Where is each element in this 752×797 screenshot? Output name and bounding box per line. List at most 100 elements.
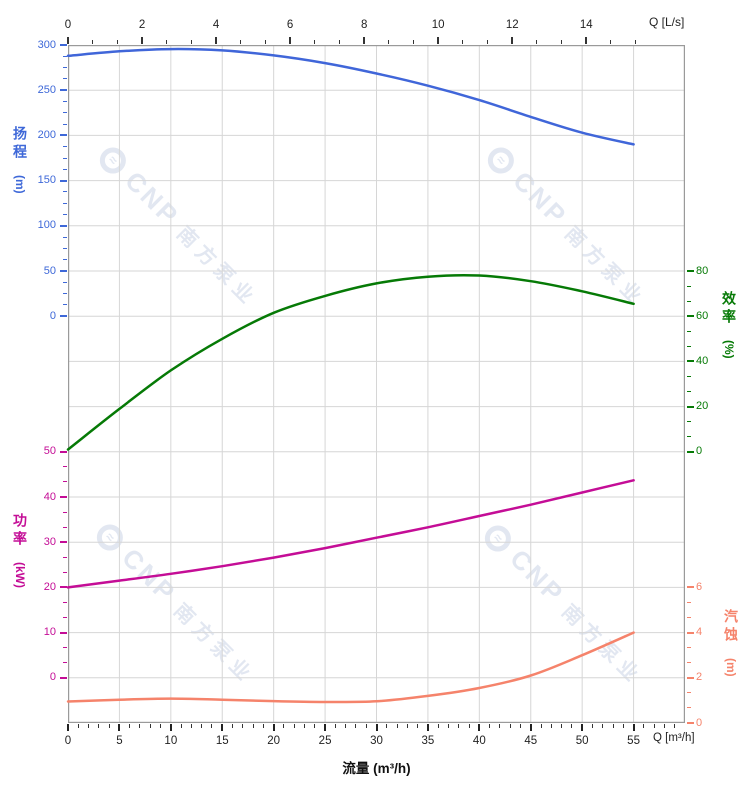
top-tick-label: 14 bbox=[579, 19, 593, 31]
eff-minor-tick bbox=[687, 285, 691, 287]
curve-head bbox=[66, 47, 635, 146]
head-major-tick bbox=[60, 134, 67, 137]
power-minor-tick bbox=[63, 481, 67, 483]
power-major-tick bbox=[60, 541, 67, 544]
head-minor-tick bbox=[63, 191, 67, 193]
bottom-tick-label: 35 bbox=[421, 735, 435, 747]
top-minor-tick bbox=[388, 40, 390, 44]
top-tick-label: 0 bbox=[64, 19, 72, 31]
top-minor-tick bbox=[487, 40, 489, 44]
bottom-major-tick bbox=[221, 724, 224, 731]
bottom-minor-tick bbox=[160, 724, 162, 728]
head-axis-title-text: 扬程 bbox=[12, 126, 28, 162]
power-minor-tick bbox=[63, 647, 67, 649]
eff-minor-tick bbox=[687, 345, 691, 347]
power-minor-tick bbox=[63, 601, 67, 603]
npsh-tick-label: 0 bbox=[696, 716, 703, 729]
power-minor-tick bbox=[63, 466, 67, 468]
head-major-tick bbox=[60, 89, 67, 92]
bottom-minor-tick bbox=[447, 724, 449, 728]
top-major-tick bbox=[511, 37, 514, 44]
top-minor-tick bbox=[116, 40, 118, 44]
bottom-minor-tick bbox=[304, 724, 306, 728]
bottom-tick-label: 15 bbox=[215, 735, 229, 747]
bottom-minor-tick bbox=[98, 724, 100, 728]
top-minor-tick bbox=[413, 40, 415, 44]
top-minor-tick bbox=[635, 40, 637, 44]
npsh-major-tick bbox=[687, 676, 694, 679]
power-axis-unit: (kW) bbox=[13, 562, 27, 588]
eff-major-tick bbox=[687, 270, 694, 272]
head-minor-tick bbox=[63, 202, 67, 204]
bottom-minor-tick bbox=[417, 724, 419, 728]
power-minor-tick bbox=[63, 662, 67, 664]
eff-tick-label: 20 bbox=[696, 400, 709, 413]
head-tick-label: 0 bbox=[49, 309, 56, 322]
head-minor-tick bbox=[63, 214, 67, 215]
top-major-tick bbox=[585, 37, 588, 44]
bottom-minor-tick bbox=[314, 724, 316, 728]
top-minor-tick bbox=[240, 40, 242, 44]
bottom-tick-label: 10 bbox=[164, 735, 178, 747]
top-minor-tick bbox=[536, 40, 538, 44]
bottom-minor-tick bbox=[211, 724, 213, 728]
bottom-minor-tick bbox=[334, 724, 336, 728]
bottom-major-tick bbox=[375, 724, 378, 731]
npsh-axis-title-text: 汽蚀 bbox=[723, 609, 739, 645]
bottom-minor-tick bbox=[365, 724, 367, 728]
npsh-minor-tick bbox=[687, 647, 691, 649]
bottom-major-tick bbox=[581, 724, 584, 731]
bottom-tick-label: 20 bbox=[267, 735, 281, 747]
npsh-tick-label: 2 bbox=[696, 671, 703, 684]
head-tick-label: 50 bbox=[43, 264, 56, 277]
top-major-tick bbox=[67, 37, 69, 44]
power-major-tick bbox=[60, 586, 67, 589]
power-major-tick bbox=[60, 496, 67, 498]
top-tick-label: 8 bbox=[360, 19, 368, 31]
power-tick-label: 50 bbox=[43, 445, 56, 458]
npsh-major-tick bbox=[687, 722, 694, 724]
eff-minor-tick bbox=[687, 300, 691, 302]
bottom-minor-tick bbox=[550, 724, 552, 728]
npsh-minor-tick bbox=[687, 662, 691, 664]
efficiency-axis-title-text: 效率 bbox=[721, 291, 737, 327]
head-minor-tick bbox=[63, 259, 67, 261]
bottom-minor-tick bbox=[396, 724, 398, 728]
bottom-minor-tick bbox=[561, 724, 563, 728]
head-major-tick bbox=[60, 315, 67, 318]
bottom-minor-tick bbox=[149, 724, 151, 728]
head-minor-tick bbox=[63, 55, 67, 57]
bottom-minor-tick bbox=[262, 724, 264, 728]
head-minor-tick bbox=[63, 123, 67, 125]
bottom-minor-tick bbox=[88, 724, 90, 728]
bottom-minor-tick bbox=[190, 724, 192, 728]
head-major-tick bbox=[60, 44, 67, 46]
bottom-minor-tick bbox=[653, 724, 655, 728]
head-tick-label: 300 bbox=[37, 38, 56, 51]
bottom-major-tick bbox=[67, 724, 69, 731]
x-axis-title: 流量 (m³/h) bbox=[342, 761, 411, 776]
bottom-minor-tick bbox=[437, 724, 439, 728]
bottom-minor-tick bbox=[519, 724, 521, 728]
bottom-minor-tick bbox=[345, 724, 347, 728]
top-minor-tick bbox=[610, 40, 612, 44]
power-minor-tick bbox=[63, 526, 67, 528]
head-minor-tick bbox=[63, 67, 67, 69]
power-minor-tick bbox=[63, 556, 67, 558]
top-tick-label: 10 bbox=[431, 19, 445, 31]
npsh-minor-tick bbox=[687, 617, 691, 619]
bottom-minor-tick bbox=[468, 724, 470, 728]
head-minor-tick bbox=[63, 101, 67, 102]
top-minor-tick bbox=[561, 40, 563, 44]
eff-minor-tick bbox=[687, 375, 691, 377]
npsh-axis-title: 汽蚀 (m) bbox=[721, 609, 741, 677]
bottom-minor-tick bbox=[622, 724, 624, 728]
top-major-tick bbox=[289, 37, 292, 44]
bottom-minor-tick bbox=[663, 724, 665, 728]
top-minor-tick bbox=[190, 40, 192, 44]
bottom-tick-label: 25 bbox=[318, 735, 332, 747]
head-minor-tick bbox=[63, 281, 67, 283]
head-major-tick bbox=[60, 179, 67, 182]
plot-area bbox=[66, 45, 685, 723]
